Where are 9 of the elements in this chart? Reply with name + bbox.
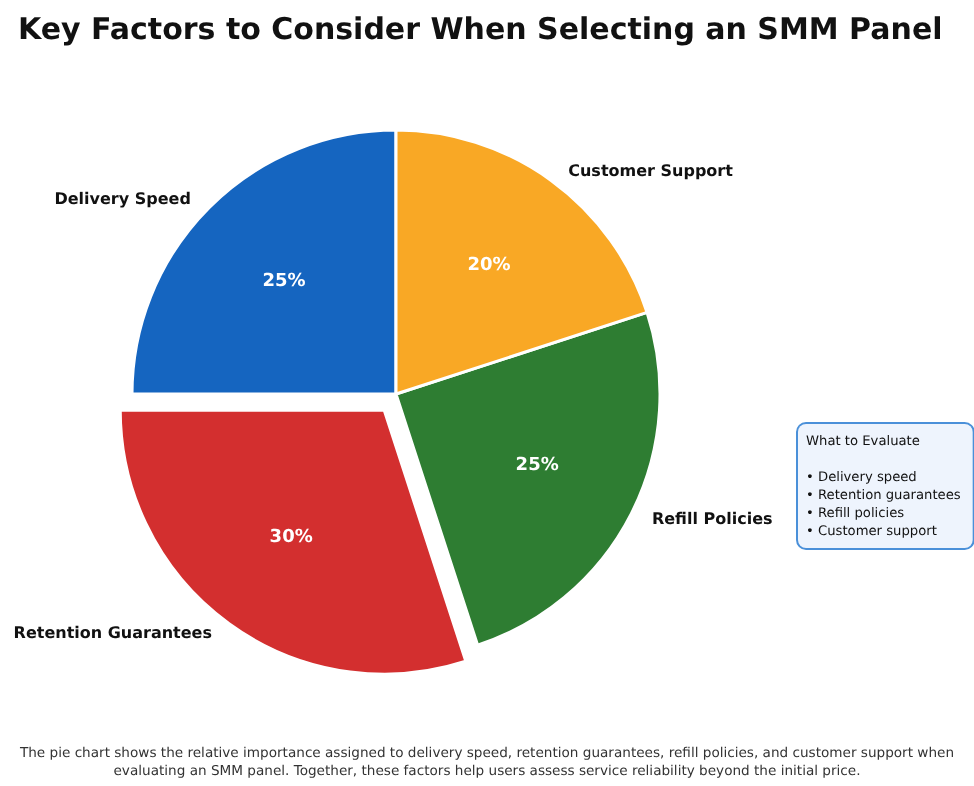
slice-label: Retention Guarantees [13, 624, 213, 643]
slice-label: Delivery Speed [54, 189, 192, 208]
slice-label: Customer Support [568, 161, 734, 180]
chart-title: Key Factors to Consider When Selecting an SMM Panel [18, 11, 943, 47]
data-label: 25% [262, 271, 306, 292]
data-label: 25% [515, 455, 559, 476]
data-label: 20% [467, 255, 511, 276]
slice-label: Refill Policies [651, 510, 773, 529]
data-label: 30% [269, 528, 313, 549]
